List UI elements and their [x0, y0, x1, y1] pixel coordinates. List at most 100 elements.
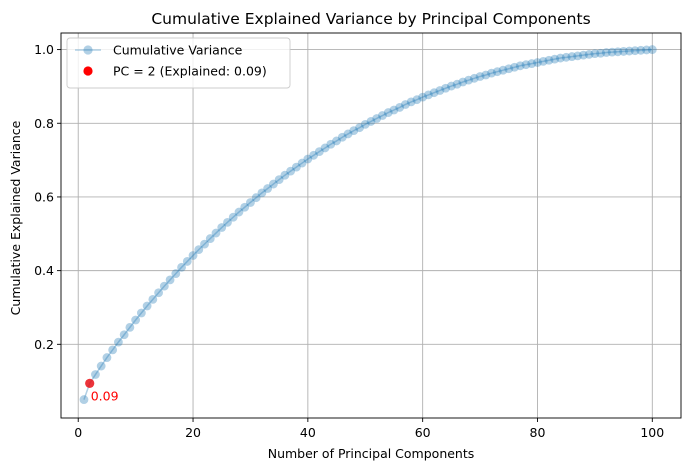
cumulative-variance-point	[96, 361, 106, 371]
cumulative-variance-point	[360, 119, 370, 129]
cumulative-variance-point	[246, 198, 255, 207]
cumulative-variance-point	[159, 281, 169, 291]
cumulative-variance-point	[200, 239, 209, 249]
cumulative-variance-point	[337, 132, 347, 142]
cumulative-variance-point	[79, 395, 89, 404]
cumulative-variance-point	[464, 75, 473, 85]
cumulative-variance-point	[131, 315, 141, 325]
cumulative-variance-point	[383, 108, 393, 117]
x-tick-label: 20	[185, 425, 201, 440]
cumulative-variance-point	[240, 202, 250, 212]
cumulative-variance-point	[567, 52, 577, 61]
cumulative-variance-point	[291, 162, 301, 172]
cumulative-variance-point	[251, 193, 261, 203]
cumulative-variance-point	[492, 67, 502, 77]
cumulative-variance-point	[378, 111, 387, 120]
x-tick-label: 0	[74, 425, 82, 440]
y-axis-ticks: 0.2 0.4 0.6 0.8 1.0	[34, 42, 61, 352]
y-tick-label: 0.8	[34, 116, 54, 131]
cumulative-variance-point	[297, 158, 307, 168]
cumulative-variance-point	[309, 150, 318, 160]
cumulative-variance-point	[303, 154, 313, 164]
cumulative-variance-point	[573, 51, 583, 61]
highlight-annotation: 0.09	[91, 388, 119, 403]
cumulative-variance-point	[544, 55, 554, 65]
cumulative-variance-point	[395, 103, 405, 112]
cumulative-variance-point	[211, 228, 221, 238]
cumulative-variance-point	[148, 294, 158, 304]
cumulative-variance-point	[401, 100, 410, 109]
y-tick-label: 0.6	[34, 189, 54, 204]
y-axis-label: Cumulative Explained Variance	[8, 120, 23, 315]
cumulative-variance-point	[429, 88, 439, 98]
cumulative-variance-point	[487, 68, 496, 78]
legend-box	[66, 37, 291, 89]
x-axis-label: Number of Principal Components	[268, 446, 475, 461]
cumulative-variance-point	[165, 275, 175, 285]
cumulative-variance-point	[469, 73, 479, 83]
cumulative-variance-point	[320, 143, 330, 153]
cumulative-variance-point	[188, 251, 198, 260]
cumulative-variance-point	[349, 126, 359, 136]
cumulative-variance-point	[596, 48, 606, 58]
cumulative-variance-point	[498, 65, 508, 75]
cumulative-variance-point	[280, 170, 290, 180]
cumulative-variance-point	[538, 56, 548, 66]
plot-series: 0.09	[79, 45, 657, 404]
cumulative-variance-point	[607, 47, 617, 57]
cumulative-variance-point	[286, 166, 296, 176]
x-tick-label: 100	[640, 425, 664, 440]
x-axis-ticks: 0 20 40 60 80 100	[74, 418, 664, 440]
y-tick-label: 1.0	[34, 42, 54, 57]
x-tick-label: 40	[300, 425, 316, 440]
cumulative-variance-point	[102, 353, 112, 362]
cumulative-variance-point	[613, 47, 623, 57]
cumulative-variance-point	[228, 212, 238, 222]
legend-label-highlight: PC = 2 (Explained: 0.09)	[113, 64, 267, 79]
cumulative-variance-point	[366, 117, 376, 126]
cumulative-variance-point	[510, 62, 519, 72]
cumulative-variance-point	[624, 46, 634, 56]
cumulative-variance-point	[601, 48, 611, 57]
cumulative-variance-point	[521, 60, 531, 70]
cumulative-variance-point	[217, 223, 227, 232]
cumulative-variance-point	[590, 49, 600, 59]
cumulative-variance-point	[114, 337, 123, 347]
legend-label-cumulative: Cumulative Variance	[113, 43, 243, 58]
cumulative-variance-point	[579, 50, 588, 60]
cumulative-variance-point	[435, 86, 445, 95]
cumulative-variance-point	[119, 330, 129, 340]
cumulative-variance-point	[475, 72, 485, 81]
cumulative-variance-point	[171, 269, 181, 278]
cumulative-variance-point	[372, 114, 382, 123]
axes-frame	[60, 32, 682, 419]
cumulative-variance-point	[533, 58, 542, 67]
cumulative-variance-point	[332, 136, 341, 146]
cumulative-variance-point	[177, 262, 186, 272]
cumulative-variance-point	[91, 370, 100, 379]
cumulative-variance-point	[412, 95, 422, 105]
cumulative-variance-point	[441, 83, 451, 93]
cumulative-variance-point	[194, 245, 204, 255]
cumulative-variance-point	[630, 46, 640, 56]
cumulative-variance-point	[389, 105, 399, 115]
cumulative-variance-point	[142, 301, 152, 311]
cumulative-variance-point	[647, 45, 657, 54]
cumulative-variance-point	[418, 92, 428, 102]
cumulative-variance-point	[125, 322, 135, 332]
cumulative-variance-point	[561, 52, 571, 62]
highlight-pc-point	[85, 378, 95, 388]
legend-marker-swatch	[83, 45, 93, 55]
cumulative-variance-point	[355, 123, 364, 133]
cumulative-variance-point	[481, 70, 491, 80]
cumulative-variance-point	[154, 288, 163, 298]
cumulative-variance-point	[406, 97, 416, 107]
cumulative-variance-point	[556, 53, 565, 63]
y-tick-label: 0.2	[34, 337, 54, 352]
legend: Cumulative Variance PC = 2 (Explained: 0…	[66, 37, 291, 89]
cumulative-variance-point	[452, 79, 462, 89]
cumulative-variance-point	[446, 81, 456, 91]
x-tick-label: 60	[415, 425, 431, 440]
legend-highlight-swatch	[83, 66, 93, 76]
